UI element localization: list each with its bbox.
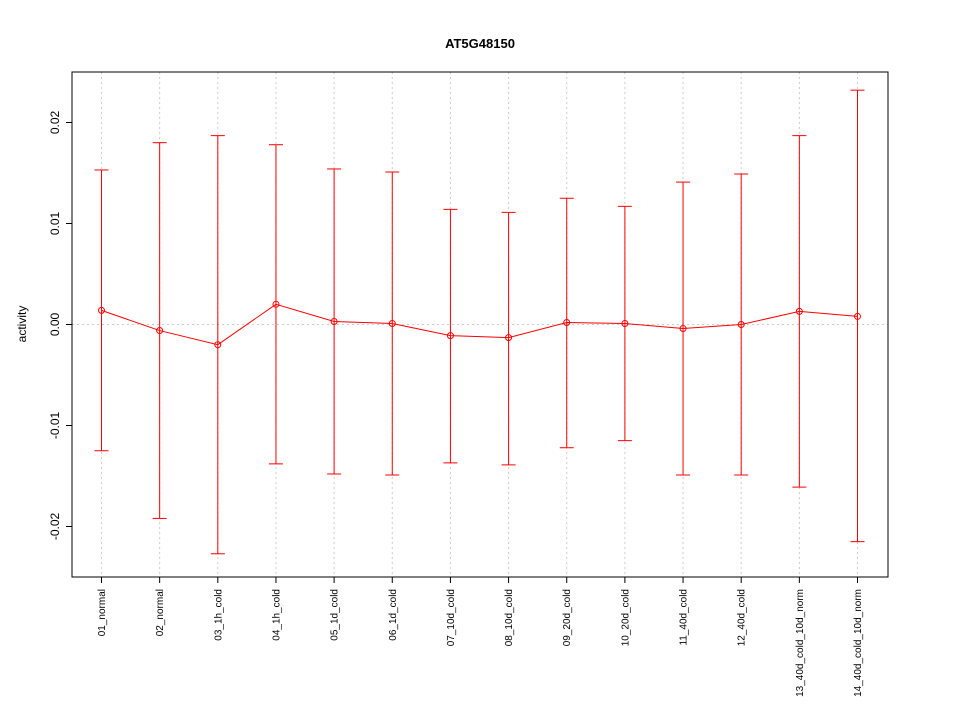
x-tick-label: 01_normal	[97, 589, 108, 636]
data-point	[737, 321, 745, 328]
data-point	[505, 334, 513, 342]
y-tick-label: 0.02	[48, 110, 62, 134]
x-tick-label: 13_40d_cold_10d_norm	[795, 589, 806, 697]
x-tick-label: 06_1d_cold	[388, 589, 399, 641]
data-point	[330, 317, 338, 325]
x-tick-label: 09_20d_cold	[562, 589, 573, 646]
x-tick-label: 07_10d_cold	[446, 589, 457, 646]
x-tick-label: 10_20d_cold	[620, 589, 631, 646]
grid-lines	[72, 72, 888, 577]
data-point	[679, 325, 687, 333]
y-axis: -0.02 -0.01 0.00 0.01 0.02	[48, 110, 72, 540]
y-axis-label: activity	[15, 306, 29, 343]
x-tick-label: 14_40d_cold_10d_norm	[853, 589, 864, 697]
y-tick-label: -0.01	[48, 412, 62, 440]
y-tick-label: 0.00	[48, 312, 62, 336]
data-point	[563, 318, 571, 326]
data-series	[98, 300, 861, 349]
x-tick-label: 02_normal	[155, 589, 166, 636]
data-point	[446, 332, 454, 340]
series-line	[101, 303, 858, 346]
x-axis: 01_normal 02_normal 03_1h_cold 04_1h_cold 05…	[97, 577, 864, 697]
data-point	[795, 307, 803, 315]
y-tick-label: 0.01	[48, 211, 62, 235]
y-tick-label: -0.02	[48, 513, 62, 541]
x-tick-label: 11_40d_cold	[679, 589, 690, 646]
chart-title: AT5G48150	[445, 36, 515, 51]
data-point	[272, 300, 280, 308]
data-point	[156, 327, 164, 335]
x-tick-label: 04_1h_cold	[271, 589, 282, 641]
x-tick-label: 08_10d_cold	[504, 589, 515, 646]
data-point	[854, 312, 861, 320]
data-point	[214, 341, 222, 349]
error-bars	[94, 89, 865, 555]
plot-frame	[71, 71, 889, 578]
data-point	[388, 319, 396, 327]
data-point	[621, 319, 629, 327]
x-tick-label: 03_1h_cold	[213, 589, 224, 641]
x-tick-label: 12_40d_cold	[737, 589, 748, 646]
x-tick-label: 05_1d_cold	[330, 589, 341, 641]
data-point	[98, 306, 105, 314]
